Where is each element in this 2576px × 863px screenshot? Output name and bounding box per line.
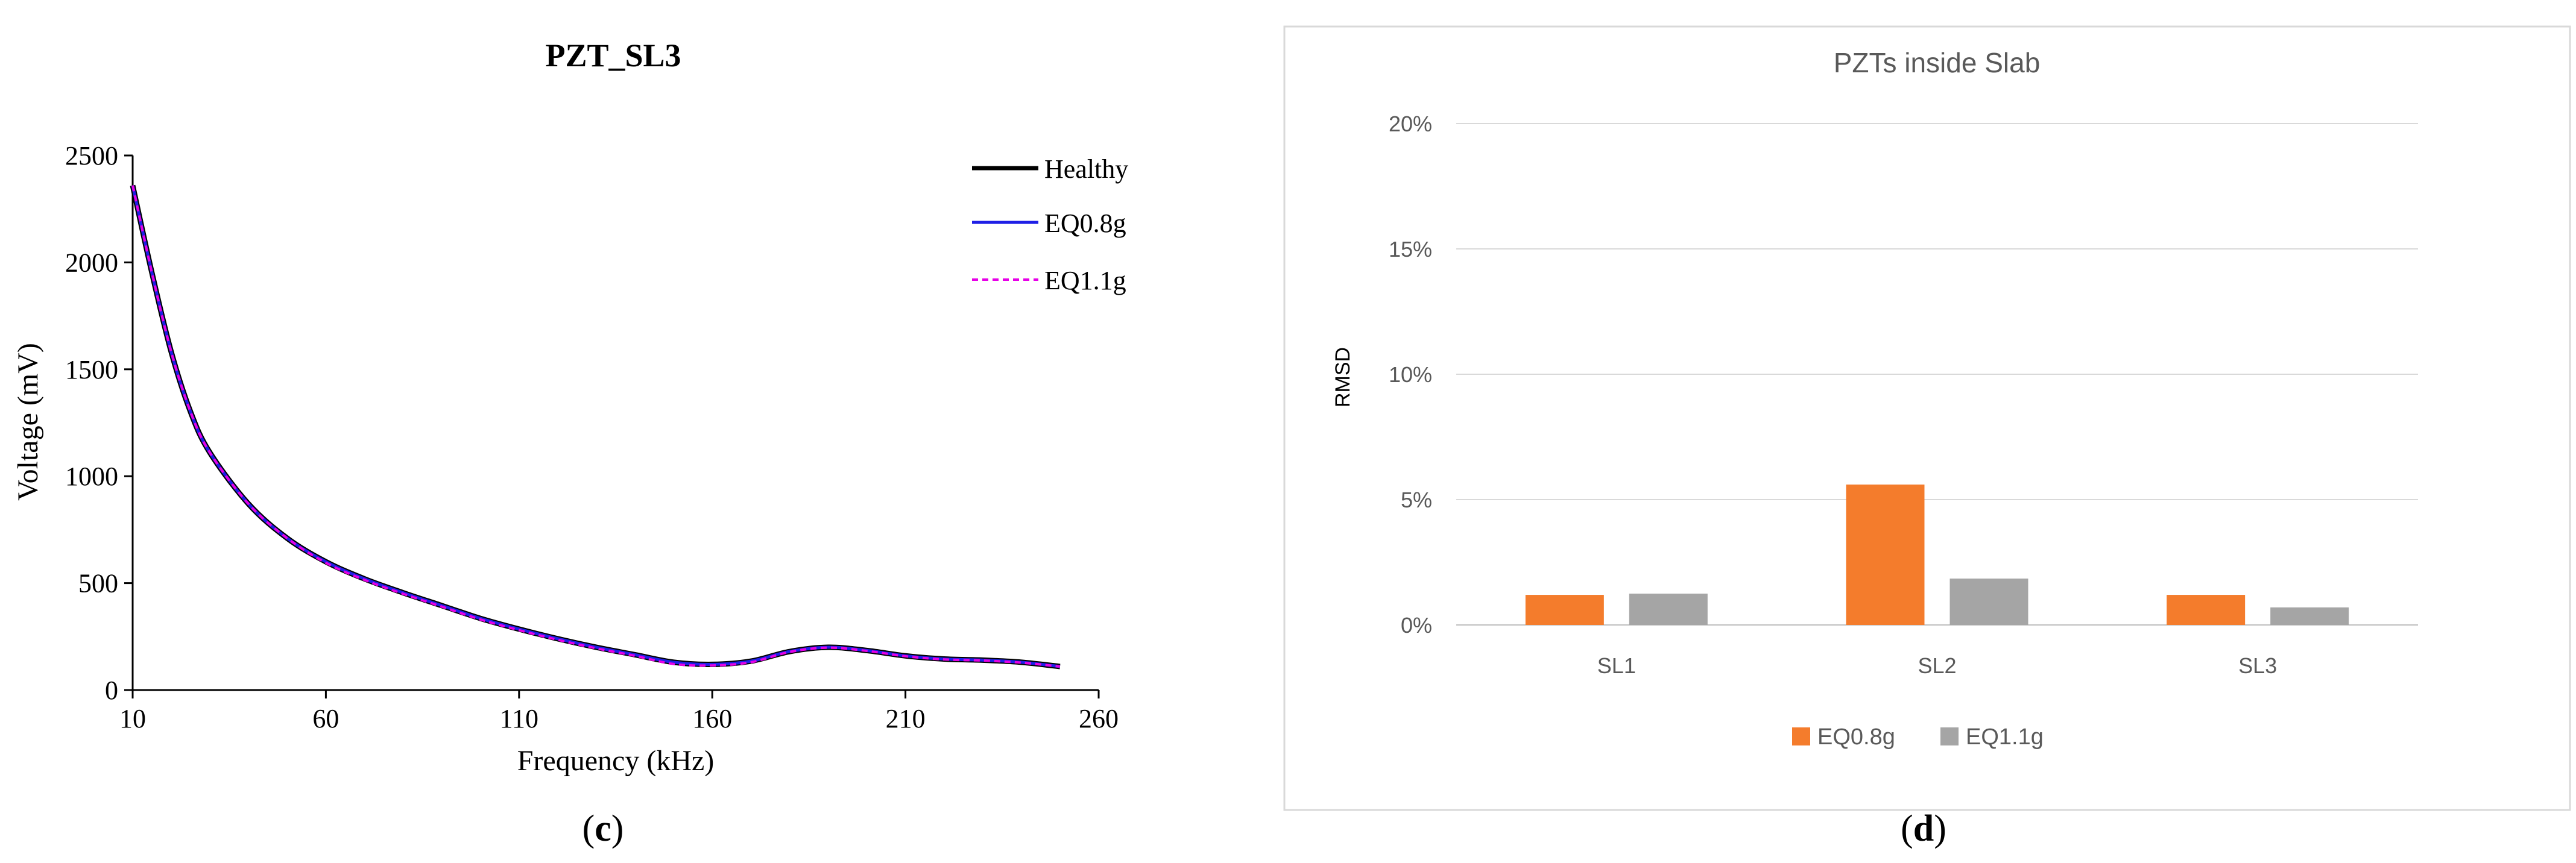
bar-y-tick-label: 5% xyxy=(1401,488,1432,512)
caption-d-letter: d xyxy=(1913,808,1934,849)
bar-y-tick-label: 15% xyxy=(1389,237,1432,262)
x-tick-labels: 10 60 110 160 210 260 xyxy=(119,690,1119,733)
bar-group xyxy=(1525,485,2349,625)
y-axis-label: Voltage (mV) xyxy=(12,343,44,501)
bar-sl2-eq1-1g xyxy=(1949,579,2028,625)
y-tick-label: 2000 xyxy=(65,248,118,277)
bar-sl1-eq0-8g xyxy=(1525,595,1604,625)
x-tick-label: 210 xyxy=(886,704,926,733)
x-tick-label: 110 xyxy=(500,704,538,733)
bar-category-label: SL3 xyxy=(2238,653,2277,678)
x-tick-label: 60 xyxy=(312,704,339,733)
series-line-eq0-8g xyxy=(131,185,1061,668)
y-tick-labels: 0 500 1000 1500 2000 2500 xyxy=(65,141,133,705)
y-tick-label: 2500 xyxy=(65,141,118,171)
caption-c: (c) xyxy=(582,808,624,849)
legend-label-healthy: Healthy xyxy=(1044,154,1128,184)
bar-category-label: SL2 xyxy=(1918,653,1956,678)
legend-swatch-eq11g-bar xyxy=(1940,727,1959,745)
bar-gridlines xyxy=(1456,123,2418,626)
y-tick-label: 1000 xyxy=(65,462,118,491)
line-chart: PZT_SL3 0 500 1000 1500 2000 2500 10 60 110 160 2… xyxy=(12,37,1128,849)
bar-chart: PZTs inside Slab 0% 5% 10% 15% 20% SL1 SL2 SL3… xyxy=(1283,25,2571,849)
x-axis-label: Frequency (kHz) xyxy=(517,745,715,777)
bar-sl1-eq1-1g xyxy=(1629,594,1708,625)
line-chart-title: PZT_SL3 xyxy=(545,37,681,74)
y-tick-label: 500 xyxy=(78,569,118,598)
bar-sl2-eq0-8g xyxy=(1846,485,1925,625)
series-line-eq1-1g xyxy=(131,185,1061,668)
caption-d: (d) xyxy=(1901,808,1946,849)
bar-sl3-eq1-1g xyxy=(2270,607,2349,625)
legend-swatch-eq08g-bar xyxy=(1792,727,1810,745)
line-series-group xyxy=(130,184,1061,670)
legend-label-eq11g-bar: EQ1.1g xyxy=(1966,724,2044,750)
line-legend: Healthy EQ0.8g EQ1.1g xyxy=(972,154,1128,295)
legend-label-eq11g: EQ1.1g xyxy=(1044,266,1126,295)
legend-label-eq08g-bar: EQ0.8g xyxy=(1817,724,1895,750)
bar-y-tick-label: 0% xyxy=(1401,613,1432,638)
bar-category-label: SL1 xyxy=(1597,653,1636,678)
x-tick-label: 10 xyxy=(119,704,146,733)
legend-label-eq08g: EQ0.8g xyxy=(1044,209,1126,238)
bar-sl3-eq0-8g xyxy=(2167,595,2246,625)
bar-y-axis-label: RMSD xyxy=(1331,347,1354,407)
y-tick-label: 1500 xyxy=(65,355,118,384)
bar-y-tick-labels: 0% 5% 10% 15% 20% xyxy=(1389,111,1432,638)
bar-category-labels: SL1 SL2 SL3 xyxy=(1597,653,2277,678)
bar-chart-frame xyxy=(1283,25,2571,811)
x-tick-label: 160 xyxy=(692,704,732,733)
bar-legend: EQ0.8g EQ1.1g xyxy=(1792,724,2044,750)
bar-y-tick-label: 10% xyxy=(1389,362,1432,387)
y-tick-label: 0 xyxy=(105,676,118,705)
series-line-healthy xyxy=(130,184,1061,670)
x-tick-label: 260 xyxy=(1079,704,1119,733)
line-chart-axes xyxy=(131,155,1099,691)
bar-y-tick-label: 20% xyxy=(1389,111,1432,136)
caption-c-letter: c xyxy=(595,808,611,849)
bar-chart-title: PZTs inside Slab xyxy=(1834,47,2041,78)
